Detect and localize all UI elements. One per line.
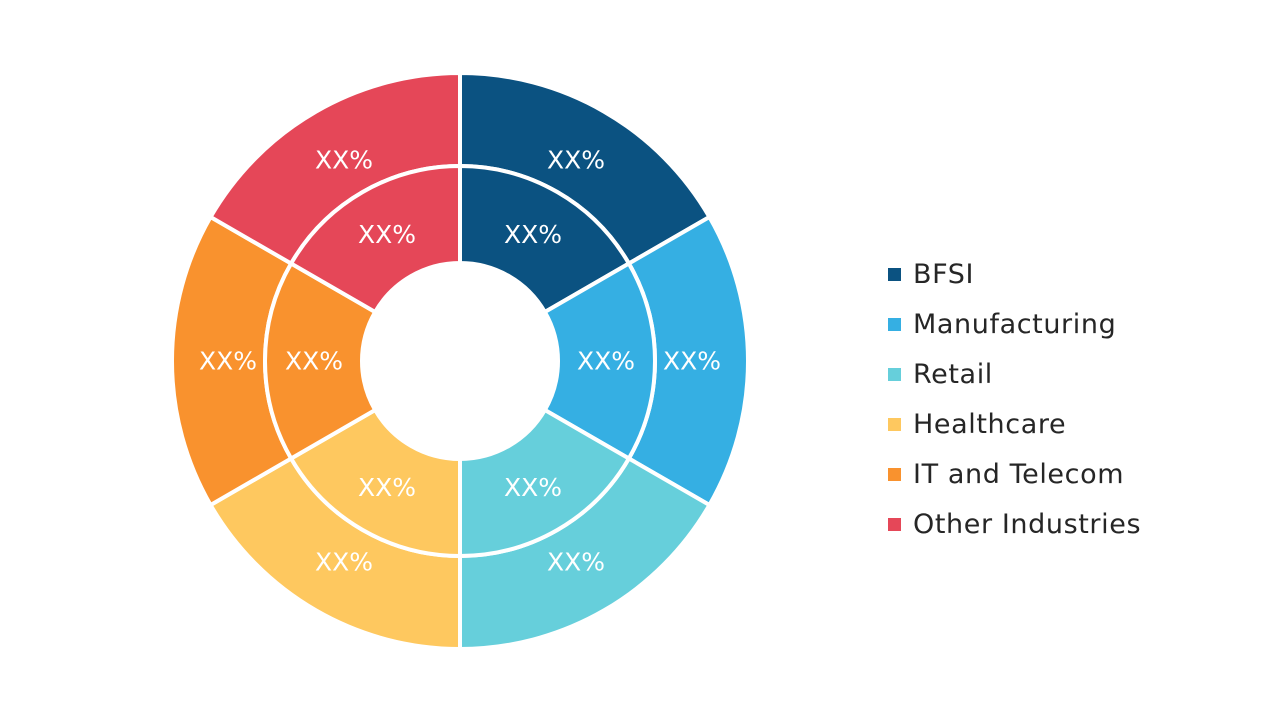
legend-swatch [888,467,901,481]
outer-slice-label-other-industries: XX% [315,146,373,175]
legend-item-retail: Retail [888,349,1141,399]
inner-slice-label-manufacturing: XX% [577,347,635,376]
slice-labels: XX% XX% XX% XX% XX% XX% XX% XX% XX% XX% XX% XX% [199,146,721,577]
legend-swatch [888,417,901,431]
legend-label: IT and Telecom [913,458,1125,490]
legend-label: Healthcare [913,408,1067,440]
inner-slice-bfsi [458,164,631,314]
outer-slice-label-bfsi: XX% [547,146,605,175]
legend-item-manufacturing: Manufacturing [888,299,1141,349]
inner-ring [263,164,657,558]
legend: BFSI Manufacturing Retail Healthcare IT … [888,249,1141,549]
inner-slice-other-industries [289,164,462,314]
outer-slice-label-it-and-telecom: XX% [199,347,257,376]
legend-swatch [888,517,901,531]
outer-slice-label-manufacturing: XX% [663,347,721,376]
legend-label: BFSI [913,258,975,290]
inner-slice-label-healthcare: XX% [358,473,416,502]
outer-ring [169,71,751,651]
legend-label: Other Industries [913,508,1142,540]
legend-item-bfsi: BFSI [888,249,1141,299]
inner-slice-manufacturing [542,261,657,461]
legend-item-healthcare: Healthcare [888,399,1141,449]
legend-swatch [888,267,901,281]
inner-slice-label-retail: XX% [504,473,562,502]
legend-swatch [888,367,901,381]
legend-item-it-and-telecom: IT and Telecom [888,449,1141,499]
outer-slice-label-retail: XX% [547,547,605,576]
inner-slice-healthcare [289,408,462,558]
inner-slice-it-and-telecom [263,261,378,461]
legend-label: Retail [913,358,993,390]
legend-label: Manufacturing [913,308,1117,340]
outer-slice-label-healthcare: XX% [315,547,373,576]
inner-slice-label-bfsi: XX% [504,220,562,249]
inner-slice-label-it-and-telecom: XX% [285,347,343,376]
legend-swatch [888,317,901,331]
inner-slice-label-other-industries: XX% [358,220,416,249]
inner-slice-retail [458,408,631,558]
legend-item-other-industries: Other Industries [888,499,1141,549]
